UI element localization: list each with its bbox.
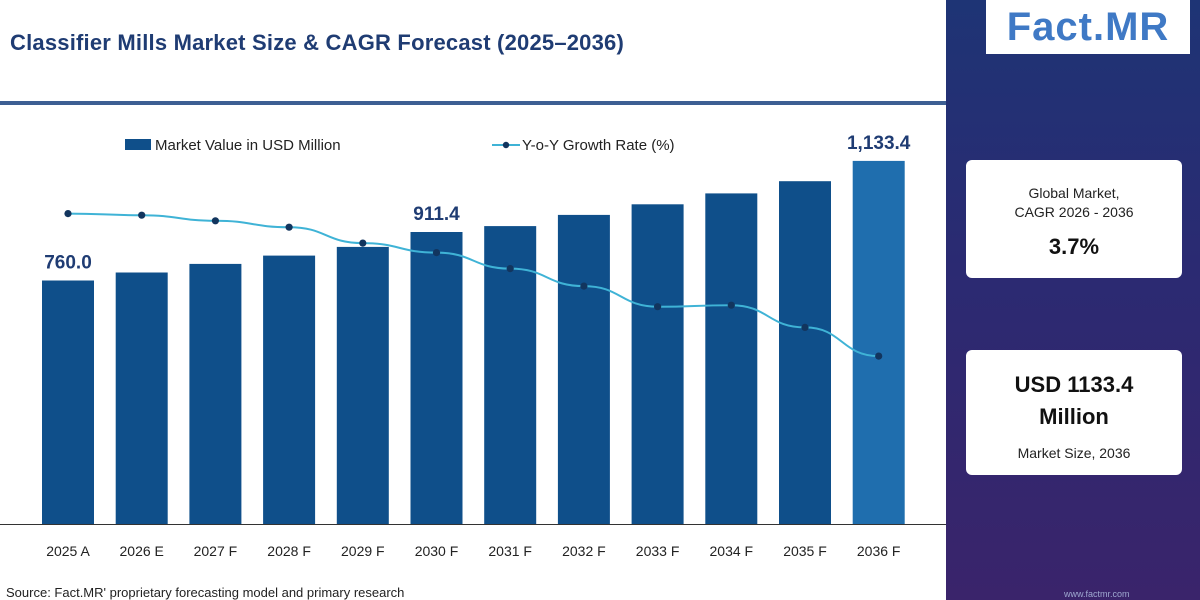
bar-2026-e bbox=[115, 272, 168, 524]
market-size-value-line1: USD 1133.4 bbox=[1014, 372, 1134, 397]
chart-title: Classifier Mills Market Size & CAGR Fore… bbox=[10, 30, 625, 55]
x-tick-label: 2033 F bbox=[636, 543, 680, 559]
cagr-card: Global Market, CAGR 2026 - 2036 3.7% bbox=[966, 160, 1182, 278]
growth-point-2025-a bbox=[64, 210, 72, 218]
growth-point-2029-f bbox=[359, 239, 367, 247]
growth-point-2031-f bbox=[506, 265, 514, 273]
x-tick-label: 2032 F bbox=[562, 543, 606, 559]
sidebar-panel bbox=[946, 0, 1200, 600]
bar-2033-f bbox=[631, 204, 684, 525]
x-tick-label: 2035 F bbox=[783, 543, 827, 559]
source-note: Source: Fact.MR' proprietary forecasting… bbox=[6, 585, 405, 600]
legend-line-marker bbox=[502, 141, 510, 149]
bar-value-label: 1,133.4 bbox=[847, 133, 911, 154]
growth-point-2026-e bbox=[138, 211, 146, 219]
x-tick-label: 2029 F bbox=[341, 543, 385, 559]
title-divider bbox=[0, 101, 946, 105]
x-tick-label: 2026 E bbox=[120, 543, 164, 559]
legend-line-label: Y-o-Y Growth Rate (%) bbox=[522, 137, 675, 154]
brand-logo-text: Fact.MR bbox=[1006, 4, 1170, 49]
bar-2034-f bbox=[705, 193, 758, 524]
bar-2032-f bbox=[557, 214, 610, 524]
bar-2025-a bbox=[42, 280, 94, 524]
growth-point-2033-f bbox=[654, 303, 662, 311]
brand-logo: Fact.MR bbox=[986, 0, 1190, 54]
bar-2035-f bbox=[779, 181, 831, 524]
growth-point-2027-f bbox=[211, 217, 219, 225]
growth-point-2036-f bbox=[875, 352, 883, 360]
bar-value-label: 911.4 bbox=[413, 204, 460, 225]
x-tick-label: 2028 F bbox=[267, 543, 311, 559]
x-tick-label: 2036 F bbox=[857, 543, 901, 559]
bar-2030-f bbox=[410, 232, 463, 524]
growth-point-2035-f bbox=[801, 323, 809, 331]
market-size-value-line2: Million bbox=[1039, 404, 1109, 429]
bar-2029-f bbox=[336, 246, 389, 524]
x-tick-label: 2034 F bbox=[710, 543, 754, 559]
growth-point-2032-f bbox=[580, 282, 588, 290]
legend-bar-label: Market Value in USD Million bbox=[155, 137, 341, 154]
x-tick-label: 2030 F bbox=[415, 543, 459, 559]
cagr-label-line2: CAGR 2026 - 2036 bbox=[1014, 204, 1134, 220]
chart-svg: Market Value in USD Million Y-o-Y Growth… bbox=[0, 133, 946, 559]
growth-point-2028-f bbox=[285, 223, 293, 231]
x-tick-label: 2025 A bbox=[46, 543, 90, 559]
growth-point-2034-f bbox=[727, 301, 735, 309]
x-tick-label: 2027 F bbox=[194, 543, 238, 559]
bar-value-label: 760.0 bbox=[44, 253, 92, 274]
bar-2031-f bbox=[484, 226, 537, 524]
growth-point-2030-f bbox=[432, 249, 441, 257]
legend-bar-swatch bbox=[125, 139, 151, 150]
legend: Market Value in USD Million Y-o-Y Growth… bbox=[125, 137, 675, 154]
market-size-label: Market Size, 2036 bbox=[1017, 445, 1131, 461]
bar-2036-f bbox=[852, 160, 905, 524]
x-tick-label: 2031 F bbox=[488, 543, 532, 559]
market-size-card: USD 1133.4 Million Market Size, 2036 bbox=[966, 350, 1182, 475]
cagr-label-line1: Global Market, bbox=[1028, 185, 1120, 201]
cagr-value: 3.7% bbox=[1048, 234, 1100, 259]
bar-2027-f bbox=[189, 263, 242, 524]
bar-2028-f bbox=[263, 255, 316, 524]
site-url: www.factmr.com bbox=[1064, 589, 1130, 599]
chart-area: Market Value in USD Million Y-o-Y Growth… bbox=[0, 106, 946, 600]
